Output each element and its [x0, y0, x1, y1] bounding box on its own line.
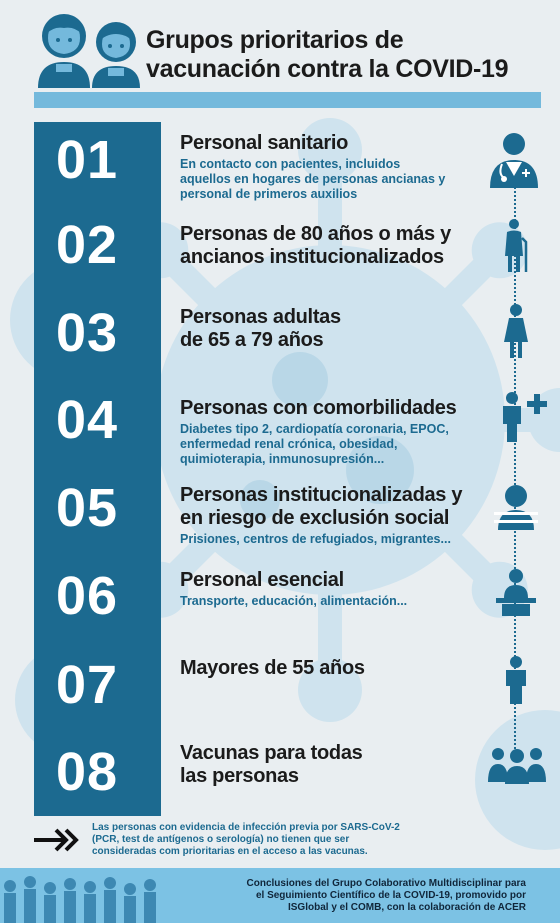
title-line-1: Grupos prioritarios de [146, 26, 404, 54]
crowd-silhouette-icon [4, 876, 156, 923]
footer-line: Conclusiones del Grupo Colaborativo Mult… [246, 878, 526, 889]
group-row-07: Mayores de 55 años [180, 657, 365, 680]
subtitle-line: Diabetes tipo 2, cardiopatía coronaria, … [180, 422, 449, 436]
header: Grupos prioritarios de vacunación contra… [0, 0, 560, 92]
man-icon [506, 656, 526, 704]
group-row-02: Personas de 80 años o más y ancianos ins… [180, 223, 451, 269]
title-line: las personas [180, 765, 299, 787]
group-row-08: Vacunas para todas las personas [180, 742, 363, 788]
person-plus-icon [503, 392, 547, 442]
people-avatars-icon [38, 14, 140, 88]
title-line: Personas adultas [180, 306, 341, 328]
page-title: Grupos prioritarios de vacunación contra… [146, 26, 509, 84]
timeline-dotted-line [514, 160, 516, 760]
subtitle-line: enfermedad renal crónica, obesidad, [180, 437, 398, 451]
double-arrow-right-icon [34, 828, 79, 852]
group-of-people-icon [488, 748, 546, 784]
doctor-icon [490, 133, 538, 188]
group-subtitle: En contacto con pacientes, incluidos aqu… [180, 157, 445, 202]
group-subtitle: Diabetes tipo 2, cardiopatía coronaria, … [180, 422, 456, 467]
title-underline-bar [34, 92, 541, 108]
group-title: Mayores de 55 años [180, 657, 365, 679]
group-row-01: Personal sanitario En contacto con pacie… [180, 132, 445, 202]
group-title: Personal sanitario [180, 132, 348, 154]
group-number-03: 03 [56, 303, 119, 363]
adult-woman-icon [504, 304, 528, 358]
note-line: (PCR, test de antígenos o serología) no … [92, 834, 350, 845]
elderly-person-icon [505, 219, 528, 272]
footer: Conclusiones del Grupo Colaborativo Mult… [0, 868, 560, 923]
number-column: 01 02 03 04 05 06 07 08 [34, 122, 161, 816]
group-row-06: Personal esencial Transporte, educación,… [180, 569, 407, 609]
group-subtitle: Transporte, educación, alimentación... [180, 594, 408, 608]
note-line: Las personas con evidencia de infección … [92, 822, 400, 833]
group-number-05: 05 [56, 478, 119, 538]
title-line: de 65 a 79 años [180, 329, 324, 351]
title-line: Personas institucionalizadas y [180, 484, 463, 506]
group-number-07: 07 [56, 655, 119, 715]
footer-line: ISGlobal y el COMB, con la colaboración … [287, 902, 526, 913]
group-number-04: 04 [56, 390, 119, 450]
group-title: Vacunas para todas las personas [180, 742, 363, 788]
group-subtitle: Prisiones, centros de refugiados, migran… [180, 532, 451, 546]
subtitle-line: En contacto con pacientes, incluidos [180, 157, 401, 171]
worker-at-desk-icon [496, 569, 536, 616]
group-number-08: 08 [56, 742, 119, 802]
group-row-03: Personas adultas de 65 a 79 años [180, 306, 341, 352]
person-behind-bars-icon [494, 485, 538, 530]
title-line: en riesgo de exclusión social [180, 507, 450, 529]
group-number-01: 01 [56, 130, 119, 190]
subtitle-line: personal de primeros auxilios [180, 187, 358, 201]
group-title: Personas institucionalizadas y en riesgo… [180, 484, 463, 530]
group-title: Personas de 80 años o más y ancianos ins… [180, 223, 451, 269]
infection-note: Las personas con evidencia de infección … [34, 822, 554, 866]
note-text: Las personas con evidencia de infección … [92, 822, 492, 858]
note-line: consideradas com prioritarias en el acce… [92, 846, 368, 857]
group-number-06: 06 [56, 566, 119, 626]
title-line: ancianos institucionalizados [180, 246, 444, 268]
title-line: Vacunas para todas [180, 742, 363, 764]
subtitle-line: quimioterapia, inmunosupresión... [180, 452, 385, 466]
group-title: Personal esencial [180, 569, 344, 591]
title-line-2: vacunación contra la COVID-19 [146, 55, 509, 83]
title-line: Personas de 80 años o más y [180, 223, 451, 245]
footer-credits: Conclusiones del Grupo Colaborativo Mult… [226, 878, 526, 914]
subtitle-line: aquellos en hogares de personas ancianas… [180, 172, 446, 186]
group-title: Personas con comorbilidades [180, 397, 457, 419]
group-row-04: Personas con comorbilidades Diabetes tip… [180, 397, 457, 467]
group-row-05: Personas institucionalizadas y en riesgo… [180, 484, 463, 547]
footer-line: el Seguimiento Científico de la COVID-19… [255, 890, 526, 901]
group-title: Personas adultas de 65 a 79 años [180, 306, 341, 352]
group-number-02: 02 [56, 215, 119, 275]
